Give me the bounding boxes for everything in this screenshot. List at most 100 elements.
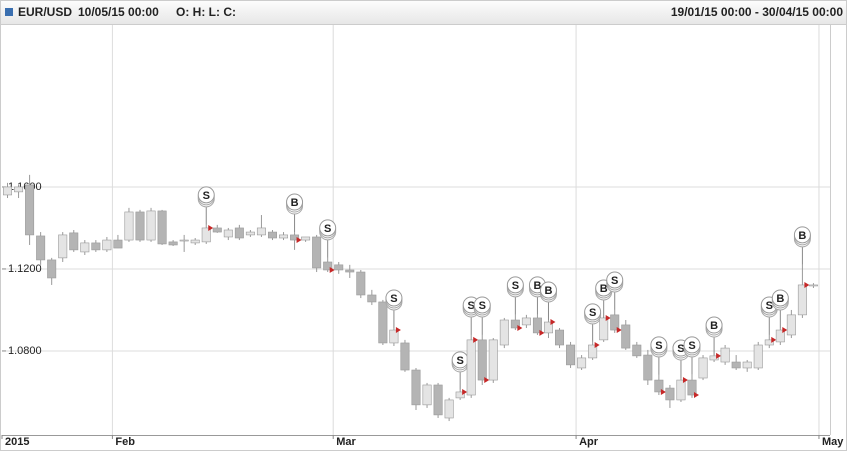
candle-body <box>47 259 57 279</box>
candle-body <box>113 239 123 249</box>
candle-body <box>786 314 796 336</box>
candle-body <box>190 239 200 244</box>
signal-label: S <box>390 293 397 305</box>
candle-body <box>477 339 487 381</box>
candle-body <box>444 399 454 419</box>
candle-body <box>499 319 509 346</box>
candle-body <box>599 317 609 341</box>
candle-body <box>234 227 244 239</box>
signal-label: S <box>589 307 596 319</box>
candle-body <box>665 387 675 401</box>
candle-body <box>157 210 167 245</box>
candle-body <box>334 264 344 271</box>
signal-badge <box>473 296 491 314</box>
candle-body <box>532 317 542 334</box>
candle-body <box>356 271 366 296</box>
signal-badge <box>606 271 624 289</box>
signal-arrow <box>682 377 688 384</box>
signal-label: S <box>512 280 519 292</box>
candle-body <box>223 229 233 238</box>
candle-body <box>488 339 498 381</box>
x-tick-label: May <box>822 436 844 448</box>
candle-body <box>411 369 421 406</box>
candle-body <box>256 227 266 236</box>
signal-label: B <box>776 293 784 305</box>
candle-body <box>389 329 399 344</box>
candle-body <box>25 184 35 236</box>
signal-badge <box>197 186 215 204</box>
candle-body <box>14 186 24 193</box>
candle-body <box>323 261 333 271</box>
x-tick-label: Feb <box>115 436 135 448</box>
signal-label: S <box>766 300 773 312</box>
ohlc-readout: O: H: L: C: <box>176 5 236 19</box>
signal-label: B <box>545 285 553 297</box>
candle-body <box>146 210 156 241</box>
candle-body <box>764 339 774 346</box>
signal-arrow <box>296 237 302 244</box>
signal-arrow <box>694 392 699 399</box>
candle-body <box>521 317 531 326</box>
header-bar <box>0 0 847 25</box>
signal-arrow <box>605 314 611 321</box>
signal-label: S <box>611 275 618 287</box>
signal-arrow <box>473 336 479 343</box>
signal-arrow <box>208 224 214 231</box>
signal-badge <box>650 336 668 354</box>
x-tick-label: Mar <box>336 436 356 448</box>
signal-label: B <box>798 230 806 242</box>
signal-arrow <box>484 377 490 384</box>
signal-arrow <box>329 266 335 273</box>
signal-label: S <box>688 340 695 352</box>
candle-body <box>709 355 719 361</box>
signal-arrow <box>771 336 777 343</box>
symbol: EUR/USD <box>18 5 72 19</box>
range-label: 19/01/15 00:00 - 30/04/15 00:00 <box>671 5 843 19</box>
signal-badge <box>683 336 701 354</box>
signal-badge <box>319 219 337 237</box>
signal-badge <box>539 281 557 299</box>
candle-body <box>808 284 818 287</box>
signal-label: B <box>533 280 541 292</box>
x-tick-label: Apr <box>579 436 599 448</box>
candle-body <box>621 324 631 349</box>
signal-badge <box>286 193 304 211</box>
candle-body <box>455 391 465 399</box>
candle-body <box>543 321 553 334</box>
candle-body <box>588 344 598 359</box>
signal-arrow <box>550 319 556 326</box>
candle-body <box>3 186 13 196</box>
signal-label: S <box>456 355 463 367</box>
signal-arrow <box>395 327 401 334</box>
candle-body <box>466 339 476 396</box>
candle-body <box>632 344 642 357</box>
candle-body <box>212 227 222 233</box>
signal-arrow <box>594 342 600 349</box>
candle-body <box>69 232 79 251</box>
candle-body <box>676 379 686 401</box>
signal-badge <box>771 289 789 307</box>
candle-body <box>267 231 277 239</box>
signal-label: S <box>677 343 684 355</box>
y-tick-label: 1.1200 <box>8 263 42 275</box>
signal-label: S <box>468 300 475 312</box>
candle-body <box>400 342 410 371</box>
candle-body <box>345 269 355 273</box>
signal-badge <box>793 226 811 244</box>
signal-arrow <box>616 327 622 334</box>
signal-arrow <box>804 281 810 288</box>
candle-body <box>367 294 377 303</box>
signal-label: B <box>600 283 608 295</box>
candle-body <box>168 241 178 246</box>
candle-body <box>290 234 300 241</box>
signal-badge <box>584 303 602 321</box>
candle-body <box>378 301 388 344</box>
signal-arrow <box>660 388 666 395</box>
candle-body <box>510 319 520 329</box>
signal-arrow <box>517 324 523 331</box>
signal-badge <box>705 316 723 334</box>
y-tick-label: 1.0800 <box>8 345 42 357</box>
candle-body <box>731 361 741 369</box>
x-tick-label: 2015 <box>5 436 29 448</box>
candle-body <box>36 235 46 261</box>
